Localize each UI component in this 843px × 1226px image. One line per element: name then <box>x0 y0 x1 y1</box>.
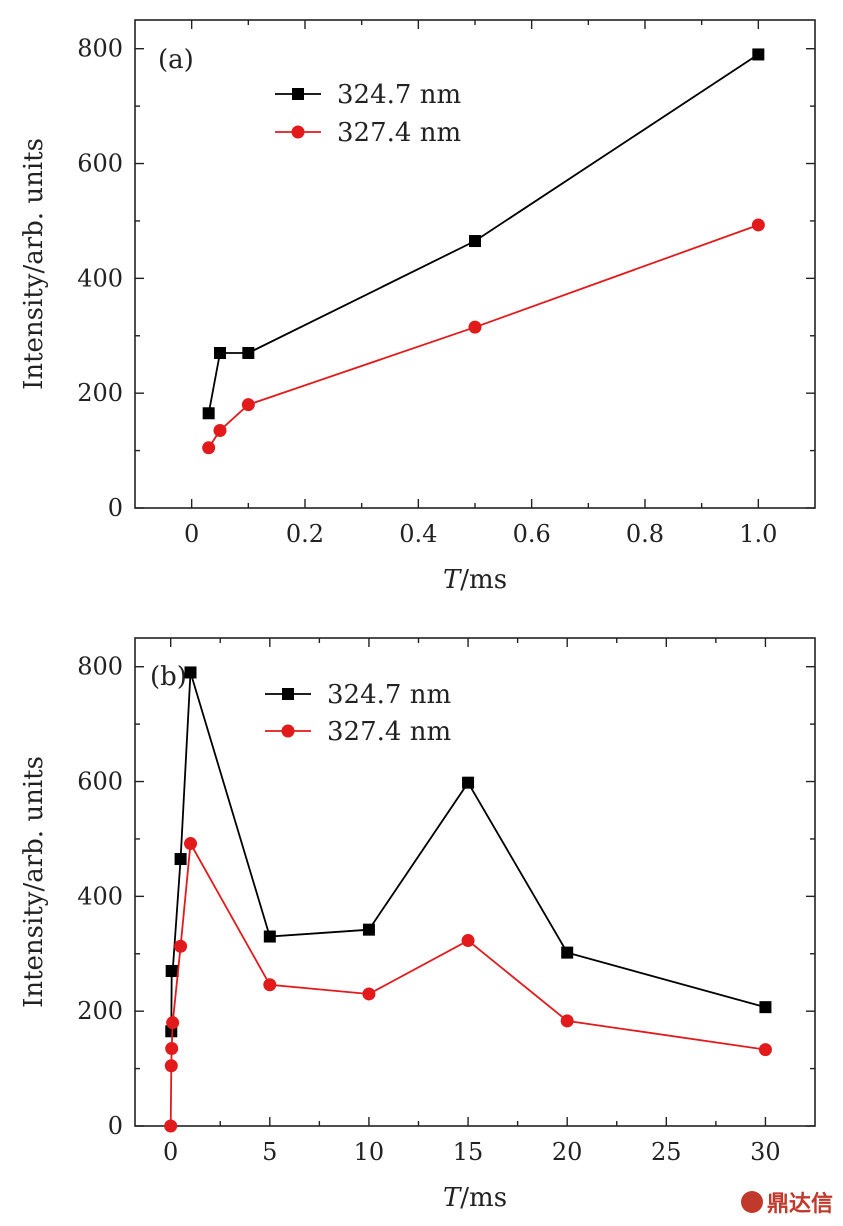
data-point <box>468 320 482 334</box>
legend-label: 327.4 nm <box>327 717 451 747</box>
x-axis-title-symbol: T <box>443 565 462 595</box>
x-axis-title-unit: /ms <box>460 1183 507 1213</box>
x-axis-title-unit: /ms <box>460 565 507 595</box>
y-tick-label: 800 <box>77 653 123 681</box>
data-point <box>184 837 198 851</box>
data-point <box>462 776 475 789</box>
series-line-1 <box>207 53 759 414</box>
y-tick-label: 800 <box>77 35 123 63</box>
data-point <box>751 218 765 232</box>
data-point <box>165 1041 179 1055</box>
data-point <box>166 1016 180 1030</box>
legend-marker <box>281 724 295 738</box>
x-tick-label: 20 <box>552 1138 583 1166</box>
plot-frame <box>134 637 816 1127</box>
y-tick-label: 0 <box>108 494 123 522</box>
data-point <box>174 939 188 953</box>
panel-label: (b) <box>150 662 187 692</box>
data-point <box>202 441 216 455</box>
data-point <box>759 1001 772 1014</box>
data-point <box>241 398 255 412</box>
legend-marker <box>282 688 294 700</box>
y-axis-title: Intensity/arb. units <box>19 138 49 390</box>
data-point <box>184 666 197 679</box>
series-line-2 <box>207 224 759 449</box>
data-point <box>752 48 765 61</box>
data-point <box>213 423 227 437</box>
data-point <box>164 1059 178 1073</box>
data-point <box>166 964 179 977</box>
data-point <box>202 407 215 420</box>
y-tick-label: 400 <box>77 882 123 910</box>
x-tick-label: 0.6 <box>513 520 551 548</box>
x-axis-title-symbol: T <box>443 1183 462 1213</box>
data-point <box>362 923 375 936</box>
data-point <box>214 346 226 359</box>
x-tick-label: 1.0 <box>739 520 777 548</box>
legend-label: 327.4 nm <box>337 118 461 148</box>
data-point <box>164 1119 178 1133</box>
data-point <box>469 235 481 248</box>
plot-frame <box>134 19 816 509</box>
data-point <box>263 978 277 992</box>
x-tick-label: 10 <box>354 1138 385 1166</box>
y-tick-label: 0 <box>108 1112 123 1140</box>
legend-label: 324.7 nm <box>337 80 461 110</box>
x-tick-label: 0.4 <box>399 520 437 548</box>
x-tick-label: 0.2 <box>286 520 324 548</box>
legend-label: 324.7 nm <box>327 680 451 710</box>
x-tick-label: 5 <box>262 1138 277 1166</box>
watermark-text: 鼎达信 <box>766 1192 833 1217</box>
watermark-icon <box>740 1191 763 1213</box>
watermark-logo: 鼎达信 <box>740 1186 833 1218</box>
panel-label: (a) <box>158 45 194 75</box>
x-axis-title: T/ms <box>443 1183 507 1213</box>
data-point <box>174 853 187 866</box>
chart-panel-1: 0 0.2 0.4 0.6 0.8 1.0 0 200 400 600 800 T/ms Intensi… <box>19 19 816 595</box>
series-line-2 <box>169 840 766 1127</box>
x-tick-label: 25 <box>651 1138 682 1166</box>
data-point <box>263 930 276 943</box>
data-point <box>560 1014 574 1028</box>
y-tick-label: 400 <box>77 264 123 292</box>
x-axis-title: T/ms <box>443 565 507 595</box>
x-tick-label: 0 <box>163 1138 178 1166</box>
data-point <box>461 934 475 948</box>
data-point <box>362 987 376 1001</box>
x-tick-label: 0 <box>184 520 199 548</box>
y-tick-label: 200 <box>77 997 123 1025</box>
data-point <box>242 346 255 359</box>
y-axis-title: Intensity/arb. units <box>19 756 49 1008</box>
series-line-1 <box>170 672 766 1032</box>
x-tick-label: 0.8 <box>626 520 664 548</box>
legend-marker <box>292 88 304 100</box>
legend-marker <box>291 125 305 139</box>
data-point <box>561 946 574 959</box>
y-tick-label: 600 <box>77 150 123 178</box>
data-point <box>758 1043 772 1057</box>
x-tick-label: 15 <box>453 1138 484 1166</box>
chart-panel-2: 0 5 10 15 20 25 30 0 200 400 600 800 T/ms Intensity/a… <box>19 637 816 1213</box>
x-tick-label: 30 <box>750 1138 781 1166</box>
y-tick-label: 200 <box>77 379 123 407</box>
y-tick-label: 600 <box>77 768 123 796</box>
